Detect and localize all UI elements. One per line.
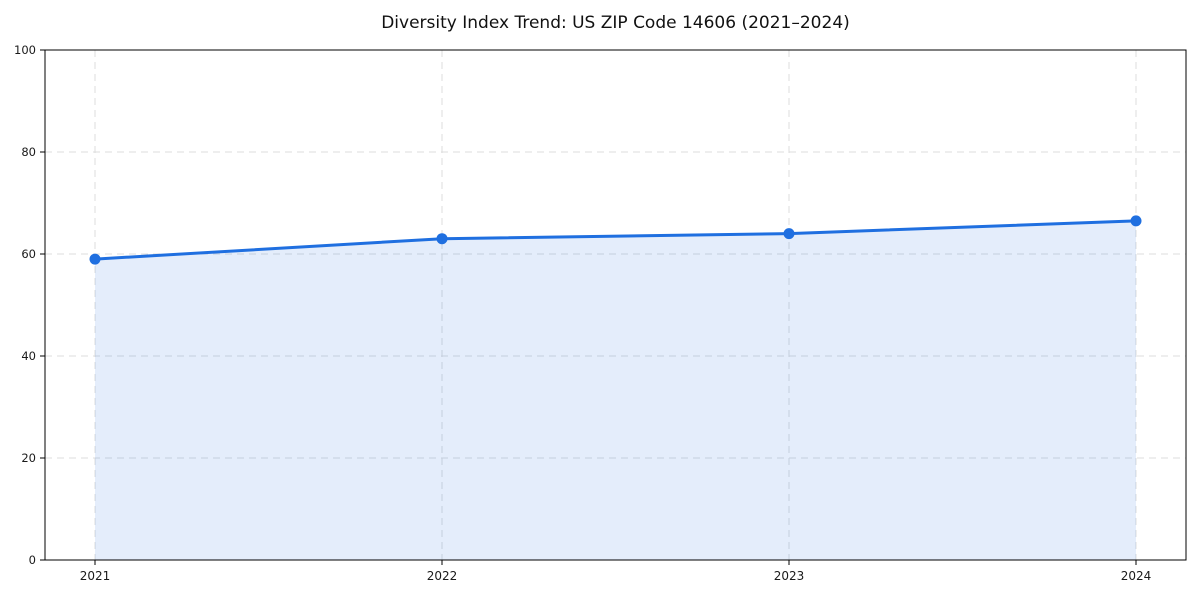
chart-title: Diversity Index Trend: US ZIP Code 14606… [381,13,850,33]
area-fill [95,220,1136,560]
y-tick-label: 0 [29,553,36,567]
data-point-marker [1130,215,1142,227]
x-tick-label: 2021 [80,569,111,583]
y-tick-label: 40 [21,349,36,363]
trend-line [93,219,1138,261]
data-point-marker [783,228,795,240]
y-tick-label: 60 [21,247,36,261]
x-tick-label: 2023 [774,569,805,583]
data-point-marker [436,233,448,245]
x-tick-label: 2024 [1121,569,1152,583]
y-tick-label: 20 [21,451,36,465]
data-point-marker [89,253,101,265]
plot-border [44,49,1187,561]
y-tick-label: 80 [21,145,36,159]
y-tick-label: 100 [14,43,36,57]
x-tick-label: 2022 [427,569,458,583]
